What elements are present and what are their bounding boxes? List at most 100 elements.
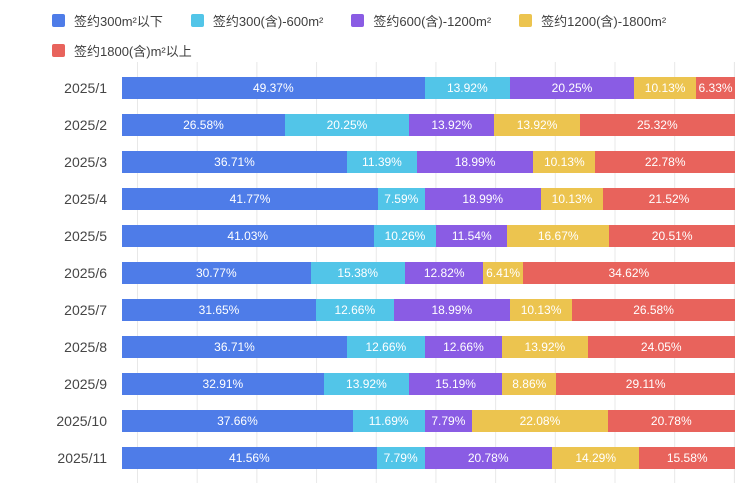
bar-segment[interactable]: 11.54% [436,224,508,247]
legend-label: 签约1200(含)-1800m² [541,14,667,29]
segment-value-label: 41.03% [227,228,269,243]
chart-legend: 签约300m²以下 签约300(含)-600m² 签约600(含)-1200m² 签约… [0,0,750,60]
bar-segment[interactable]: 31.65% [122,298,316,321]
segment-value-label: 26.58% [633,302,674,317]
bar-segment[interactable]: 11.69% [352,409,425,432]
legend-swatch-icon [52,44,65,57]
segment-value-label: 20.25% [326,117,368,132]
legend-swatch-icon [52,14,65,27]
segment-value-label: 7.79% [383,450,418,465]
bar-segment[interactable]: 37.66% [122,409,353,432]
segment-value-label: 24.05% [640,339,682,354]
bar-segment[interactable]: 11.39% [347,150,417,173]
bar-segment[interactable]: 36.71% [122,335,348,358]
bar-segment[interactable]: 20.25% [284,113,410,136]
y-axis-label: 2025/10 [56,412,107,429]
segment-value-label: 12.66% [443,339,484,354]
bar-segment[interactable]: 26.58% [572,298,736,321]
bar-segment[interactable]: 20.25% [509,76,635,99]
bar-segment[interactable]: 18.99% [393,298,510,321]
bar-segment[interactable]: 26.58% [122,113,285,136]
segment-value-label: 7.79% [431,413,466,428]
bar-segment[interactable]: 22.08% [472,409,608,432]
bar-segment[interactable]: 7.79% [424,409,473,432]
bar-segment[interactable]: 13.92% [424,76,510,99]
stacked-bar: 37.66% 11.69% 7.79% 22.08% 20.78% [122,409,735,432]
bar-segment[interactable]: 10.13% [510,298,573,321]
bar-segment[interactable]: 6.33% [696,76,735,99]
segment-value-label: 36.71% [214,339,255,354]
legend-swatch-icon [351,14,365,27]
bar-segment[interactable]: 10.26% [373,224,437,247]
segment-value-label: 13.92% [524,339,566,354]
bar-segment[interactable]: 13.92% [409,113,495,136]
legend-item-1[interactable]: 签约300m²以下 [52,11,163,30]
segment-value-label: 34.62% [608,265,650,280]
bar-segment[interactable]: 10.13% [533,150,596,173]
bar-segment[interactable]: 21.52% [603,187,735,210]
y-axis-label: 2025/3 [64,153,107,170]
bar-segment[interactable]: 49.37% [122,76,425,99]
table-row: 2025/11 41.56% 7.79% 20.78% 14.29% 15.58% [0,439,750,476]
bar-segment[interactable]: 12.66% [424,335,503,358]
segment-value-label: 31.65% [198,302,240,317]
bar-segment[interactable]: 34.62% [522,261,735,284]
bar-segment[interactable]: 14.29% [551,446,640,469]
bar-segment[interactable]: 20.78% [607,409,735,432]
segment-value-label: 16.67% [537,228,579,243]
legend-item-2[interactable]: 签约300(含)-600m² [190,11,324,30]
segment-value-label: 49.37% [252,80,294,95]
legend-item-4[interactable]: 签约1200(含)-1800m² [519,11,666,30]
bar-segment[interactable]: 13.92% [323,372,410,395]
bar-segment[interactable]: 29.11% [556,372,735,395]
bar-segment[interactable]: 20.51% [609,224,736,247]
stacked-bar: 49.37% 13.92% 20.25% 10.13% 6.33% [122,76,735,99]
segment-value-label: 21.52% [648,191,690,206]
legend-item-5[interactable]: 签约1800(含)m²以上 [52,41,192,60]
segment-value-label: 10.13% [520,302,562,317]
segment-value-label: 12.66% [365,339,407,354]
bar-segment[interactable]: 10.13% [540,187,604,210]
bar-segment[interactable]: 12.82% [404,261,484,284]
bar-segment[interactable]: 15.58% [639,446,735,469]
bar-segment[interactable]: 24.05% [587,335,735,358]
segment-value-label: 37.66% [217,413,258,428]
bar-segment[interactable]: 41.77% [122,187,379,210]
bar-segment[interactable]: 20.78% [424,446,552,469]
bar-segment[interactable]: 15.19% [409,372,503,395]
bar-segment[interactable]: 41.03% [122,224,374,247]
bar-segment[interactable]: 13.92% [502,335,588,358]
bar-segment[interactable]: 10.13% [634,76,697,99]
legend-item-3[interactable]: 签约600(含)-1200m² [351,11,491,30]
legend-label: 签约300(含)-600m² [212,14,324,29]
bar-segment[interactable]: 22.78% [595,150,735,173]
segment-value-label: 18.99% [431,302,473,317]
chart-rows: 2025/1 49.37% 13.92% 20.25% 10.13% 6.33% 2025/… [0,69,750,476]
bar-segment[interactable]: 16.67% [507,224,610,247]
bar-segment[interactable]: 7.79% [376,446,425,469]
bar-segment[interactable]: 30.77% [122,261,311,284]
segment-value-label: 41.56% [229,450,270,465]
bar-segment[interactable]: 15.38% [310,261,405,284]
bar-segment[interactable]: 6.41% [483,261,523,284]
segment-value-label: 12.82% [423,265,465,280]
bar-segment[interactable]: 36.71% [122,150,348,173]
bar-segment[interactable]: 32.91% [122,372,324,395]
bar-segment[interactable]: 18.99% [424,187,541,210]
segment-value-label: 29.11% [625,376,666,391]
bar-segment[interactable]: 13.92% [494,113,580,136]
bar-segment[interactable]: 7.59% [378,187,425,210]
bar-segment[interactable]: 12.66% [316,298,394,321]
segment-value-label: 20.51% [651,228,693,243]
stacked-bar: 32.91% 13.92% 15.19% 8.86% 29.11% [122,372,735,395]
segment-value-label: 11.69% [368,413,409,428]
y-axis-label: 2025/2 [64,116,107,133]
segment-value-label: 22.08% [519,413,561,428]
table-row: 2025/2 26.58% 20.25% 13.92% 13.92% 25.32% [0,106,750,143]
bar-segment[interactable]: 12.66% [347,335,425,358]
bar-segment[interactable]: 25.32% [579,113,735,136]
table-row: 2025/7 31.65% 12.66% 18.99% 10.13% 26.58% [0,291,750,328]
bar-segment[interactable]: 41.56% [122,446,377,469]
bar-segment[interactable]: 18.99% [416,150,534,173]
bar-segment[interactable]: 8.86% [502,372,557,395]
